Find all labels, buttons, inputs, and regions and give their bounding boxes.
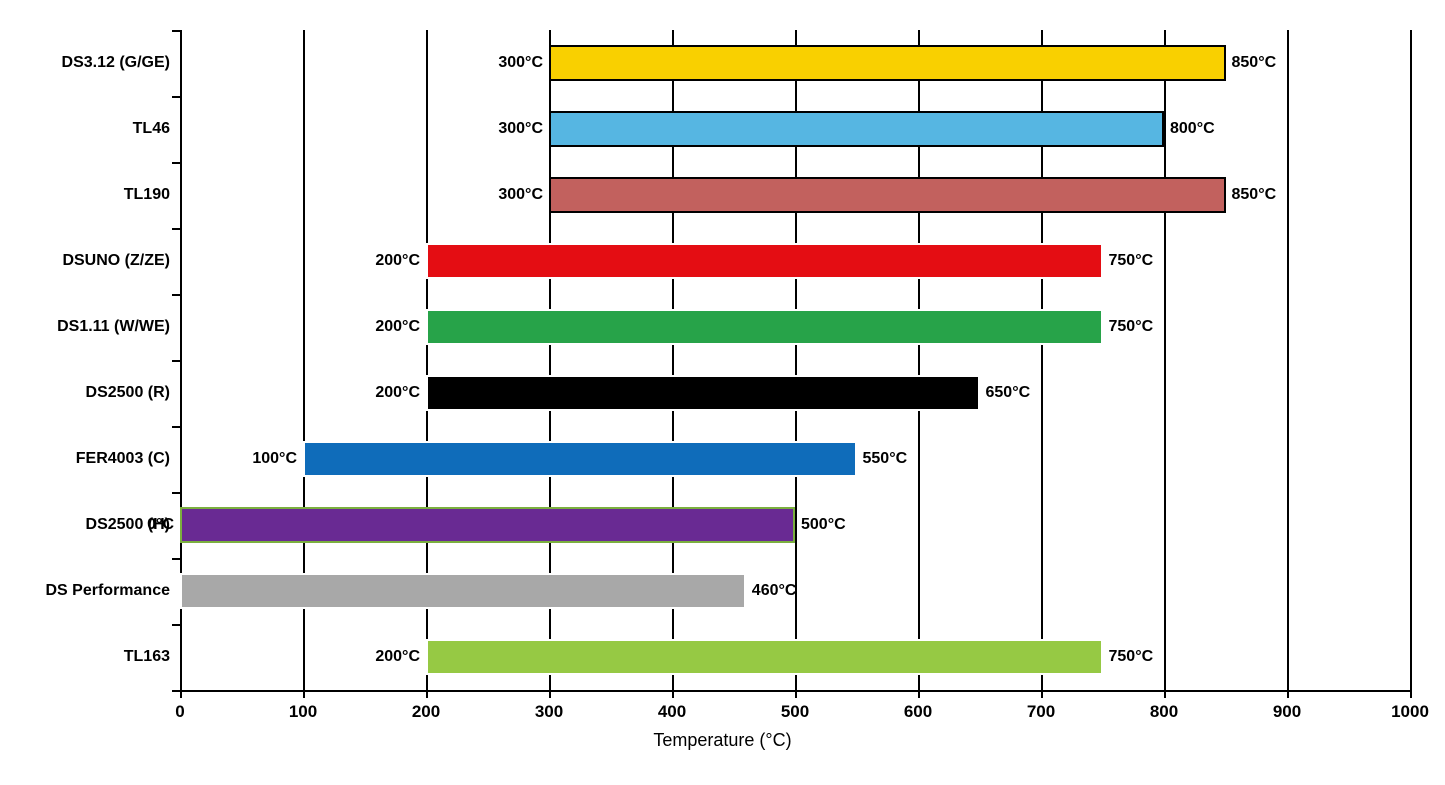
x-tick xyxy=(426,690,428,698)
bar-end-label: 850°C xyxy=(1226,186,1277,204)
x-tick xyxy=(549,690,551,698)
bar-end-label: 500°C xyxy=(795,516,846,534)
bar xyxy=(426,309,1103,345)
x-tick xyxy=(1410,690,1412,698)
bar-start-label: 200°C xyxy=(375,384,426,402)
bar-end-label: 750°C xyxy=(1103,252,1154,270)
y-tick xyxy=(172,624,182,626)
category-label: DS Performance xyxy=(46,582,171,600)
x-tick xyxy=(1287,690,1289,698)
y-tick xyxy=(172,30,182,32)
gridline xyxy=(1287,30,1289,690)
category-label: DS1.11 (W/WE) xyxy=(57,318,170,336)
category-label: DSUNO (Z/ZE) xyxy=(62,252,170,270)
bar-start-label: 200°C xyxy=(375,318,426,336)
x-tick-label: 100 xyxy=(289,702,317,722)
category-label: DS2500 (R) xyxy=(86,384,170,402)
x-tick xyxy=(1164,690,1166,698)
category-label: TL46 xyxy=(133,120,170,138)
category-label: TL163 xyxy=(124,648,170,666)
x-tick-label: 600 xyxy=(904,702,932,722)
bar-start-label: 200°C xyxy=(375,252,426,270)
x-tick-label: 800 xyxy=(1150,702,1178,722)
x-axis-title: Temperature (°C) xyxy=(653,730,791,751)
bar xyxy=(426,639,1103,675)
y-tick xyxy=(172,294,182,296)
x-tick-label: 700 xyxy=(1027,702,1055,722)
x-tick-label: 200 xyxy=(412,702,440,722)
bar xyxy=(549,45,1226,81)
x-tick-label: 900 xyxy=(1273,702,1301,722)
bar xyxy=(426,243,1103,279)
bar xyxy=(426,375,980,411)
x-tick-label: 500 xyxy=(781,702,809,722)
bar xyxy=(303,441,857,477)
bar-start-label: 100°C xyxy=(252,450,303,468)
bar xyxy=(549,177,1226,213)
x-tick-label: 400 xyxy=(658,702,686,722)
bar xyxy=(549,111,1164,147)
y-tick xyxy=(172,690,182,692)
category-label: TL190 xyxy=(124,186,170,204)
x-tick xyxy=(303,690,305,698)
bar-end-label: 850°C xyxy=(1226,54,1277,72)
bar xyxy=(180,507,795,543)
bar-end-label: 750°C xyxy=(1103,648,1154,666)
y-tick xyxy=(172,360,182,362)
x-tick xyxy=(795,690,797,698)
bar-end-label: 800°C xyxy=(1164,120,1215,138)
bar-start-label: 300°C xyxy=(498,54,549,72)
bar-start-label: 300°C xyxy=(498,186,549,204)
bar-end-label: 550°C xyxy=(857,450,908,468)
temperature-range-chart: Temperature (°C) 0 100 200 300 400 500 600 700 8… xyxy=(20,20,1425,765)
x-tick-label: 0 xyxy=(175,702,184,722)
category-label: DS3.12 (G/GE) xyxy=(62,54,170,72)
x-tick-label: 300 xyxy=(535,702,563,722)
y-tick xyxy=(172,96,182,98)
y-tick xyxy=(172,162,182,164)
y-tick xyxy=(172,228,182,230)
x-tick xyxy=(1041,690,1043,698)
bar-start-label: 200°C xyxy=(375,648,426,666)
y-tick xyxy=(172,426,182,428)
bar-end-label: 460°C xyxy=(746,582,797,600)
bar-end-label: 650°C xyxy=(980,384,1031,402)
bar-end-label: 750°C xyxy=(1103,318,1154,336)
category-label: FER4003 (C) xyxy=(76,450,170,468)
bar-start-label: 0°C xyxy=(147,516,180,534)
bar-start-label: 300°C xyxy=(498,120,549,138)
y-tick xyxy=(172,558,182,560)
x-tick xyxy=(918,690,920,698)
gridline xyxy=(1410,30,1412,690)
x-tick-label: 1000 xyxy=(1391,702,1429,722)
bar xyxy=(180,573,746,609)
y-tick xyxy=(172,492,182,494)
x-tick xyxy=(672,690,674,698)
